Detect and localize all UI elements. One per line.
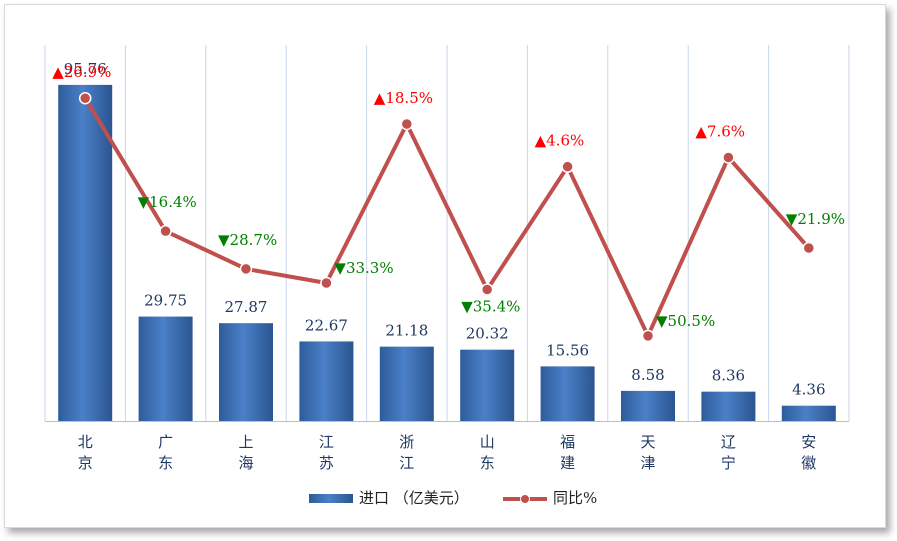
yoy-point-3[interactable] [320, 276, 333, 290]
legend-marker-yoy [520, 494, 530, 504]
category-label-7-0: 天 [640, 433, 655, 451]
category-label-3-0: 江 [319, 433, 334, 451]
line-series: ▲26.9% ▼16.4% ▼28.7% ▼33.3% ▲18.5% ▼35.4% ▲4.6… [52, 63, 845, 343]
yoy-value-label-1: ▼16.4% [138, 193, 197, 211]
yoy-point-2[interactable] [239, 262, 253, 276]
bar-8[interactable] [701, 391, 756, 421]
bar-5[interactable] [460, 349, 515, 421]
legend-label-import: 进口 （亿美元） [359, 489, 469, 507]
yoy-point-8[interactable] [722, 151, 735, 164]
bar-value-label-8: 8.36 [712, 367, 745, 385]
category-label-7-1: 津 [640, 454, 655, 472]
yoy-point-7[interactable] [641, 329, 655, 343]
legend: 进口 （亿美元） 同比% [309, 489, 597, 507]
chart-svg: 95.76 29.75 27.87 22.67 21.18 20.32 15.56 8.58 8… [44, 45, 850, 507]
bar-4[interactable] [379, 346, 434, 421]
yoy-point-6[interactable] [561, 160, 574, 173]
bar-value-label-2: 27.87 [225, 298, 268, 316]
category-label-8-1: 宁 [721, 454, 736, 472]
yoy-value-label-5: ▼35.4% [461, 297, 520, 315]
category-label-9-1: 徽 [801, 454, 816, 472]
bar-series: 95.76 29.75 27.87 22.67 21.18 20.32 15.56 8.58 8… [58, 60, 836, 422]
category-label-6-1: 建 [560, 454, 575, 472]
bar-value-label-3: 22.67 [305, 316, 348, 334]
yoy-value-label-9: ▼21.9% [786, 210, 845, 228]
bar-3[interactable] [299, 341, 354, 421]
grid-lines [44, 45, 850, 421]
category-label-2-1: 海 [238, 454, 253, 472]
bar-6[interactable] [540, 366, 595, 421]
yoy-point-4[interactable] [400, 117, 414, 131]
legend-item-import[interactable]: 进口 （亿美元） [309, 489, 469, 507]
bar-1[interactable] [138, 316, 193, 421]
category-label-0-0: 北 [78, 433, 93, 451]
yoy-value-label-3: ▼33.3% [334, 259, 393, 277]
bar-value-label-6: 15.56 [546, 341, 589, 359]
yoy-value-label-6: ▲4.6% [535, 132, 585, 150]
bar-value-label-4: 21.18 [385, 322, 428, 340]
legend-label-yoy: 同比% [553, 489, 597, 507]
category-label-4-1: 江 [399, 454, 414, 472]
bar-2[interactable] [219, 323, 273, 421]
category-label-8-0: 辽 [721, 433, 736, 451]
bar-value-label-7: 8.58 [631, 366, 664, 384]
yoy-value-label-2: ▼28.7% [218, 231, 277, 249]
category-label-1-0: 广 [158, 433, 173, 451]
bar-7[interactable] [621, 390, 675, 421]
legend-item-yoy[interactable]: 同比% [503, 489, 597, 507]
legend-swatch-import [309, 494, 353, 503]
category-label-6-0: 福 [560, 433, 575, 451]
category-label-2-0: 上 [238, 433, 253, 451]
yoy-line [83, 97, 811, 338]
chart-frame: 95.76 29.75 27.87 22.67 21.18 20.32 15.56 8.58 8… [4, 4, 886, 528]
category-label-1-1: 东 [158, 454, 173, 472]
bar-value-label-0: 95.76 [64, 60, 107, 78]
yoy-value-label-8: ▲7.6% [695, 122, 745, 140]
yoy-value-label-0: ▲26.9% [52, 63, 111, 81]
yoy-value-label-7: ▼50.5% [656, 312, 715, 330]
bar-9[interactable] [781, 405, 836, 421]
yoy-point-0[interactable] [78, 91, 92, 105]
bar-value-label-9: 4.36 [792, 381, 825, 399]
category-label-4-0: 浙 [399, 433, 414, 451]
bar-0[interactable] [58, 84, 113, 422]
category-label-0-1: 京 [78, 454, 93, 472]
yoy-point-5[interactable] [480, 283, 494, 296]
yoy-point-9[interactable] [802, 241, 816, 255]
category-label-9-0: 安 [801, 433, 816, 451]
yoy-value-label-4: ▲18.5% [374, 89, 433, 107]
bar-value-label-1: 29.75 [144, 292, 187, 310]
category-label-5-1: 东 [480, 454, 495, 472]
yoy-point-1[interactable] [159, 224, 172, 238]
category-label-3-1: 苏 [319, 454, 334, 472]
bar-value-label-5: 20.32 [466, 325, 509, 343]
category-label-5-0: 山 [480, 433, 495, 451]
